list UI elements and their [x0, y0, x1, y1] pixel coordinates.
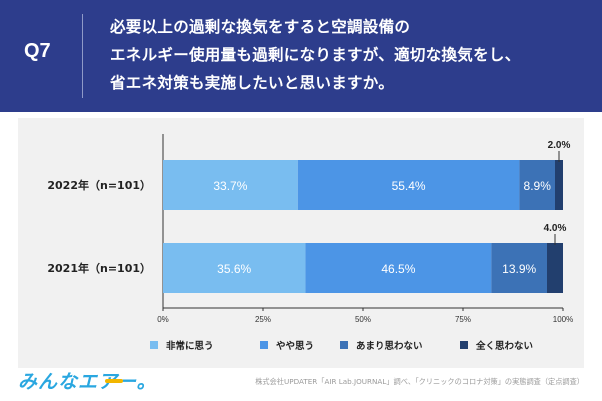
brand-logo: みんなエアー。	[18, 371, 157, 393]
data-label: 2.0%	[548, 140, 571, 151]
x-tick-label: 0%	[157, 315, 169, 324]
x-tick-label: 75%	[455, 315, 471, 324]
legend-swatch	[460, 341, 468, 349]
header-divider	[82, 14, 83, 98]
data-label: 13.9%	[502, 262, 536, 276]
legend-label: やや思う	[276, 341, 314, 352]
brand-accent-bar	[105, 379, 123, 383]
bar-segment	[547, 243, 563, 293]
category-label: 2022年（n=101）	[47, 178, 151, 192]
legend-label: 非常に思う	[166, 340, 214, 352]
category-label: 2021年（n=101）	[47, 261, 151, 275]
bar-segment	[297, 160, 520, 210]
x-tick-label: 100%	[553, 315, 573, 324]
legend-label: あまり思わない	[356, 340, 423, 352]
legend-label: 全く思わない	[475, 340, 533, 352]
data-label: 55.4%	[392, 179, 426, 193]
bar-segment	[491, 243, 547, 293]
question-number: Q7	[24, 40, 51, 62]
data-label: 4.0%	[544, 223, 567, 234]
data-label: 8.9%	[524, 179, 552, 193]
question-line-3: 省エネ対策も実施したいと思いますか。	[110, 74, 395, 92]
question-header: Q7 必要以上の過剰な換気をすると空調設備の エネルギー使用量も過剰になりますが…	[0, 0, 602, 112]
question-line-1: 必要以上の過剰な換気をすると空調設備の	[110, 18, 411, 36]
x-tick-label: 50%	[355, 315, 371, 324]
data-label: 46.5%	[381, 262, 415, 276]
data-label: 35.6%	[217, 262, 251, 276]
legend-swatch	[150, 341, 158, 349]
bar-segment	[519, 160, 555, 210]
legend-swatch	[260, 341, 268, 349]
bar-segment	[555, 160, 563, 210]
bar-segment	[305, 243, 492, 293]
question-text: 必要以上の過剰な換気をすると空調設備の エネルギー使用量も過剰になりますが、適切…	[110, 13, 590, 97]
bar-segment	[163, 160, 298, 210]
question-line-2: エネルギー使用量も過剰になりますが、適切な換気をし、	[110, 46, 521, 64]
source-note: 株式会社UPDATER「AIR Lab.JOURNAL」調べ、「クリニックのコロ…	[255, 377, 584, 386]
data-label: 33.7%	[213, 179, 247, 193]
legend-swatch	[340, 341, 348, 349]
x-tick-label: 25%	[255, 315, 271, 324]
bar-segment	[163, 243, 306, 293]
